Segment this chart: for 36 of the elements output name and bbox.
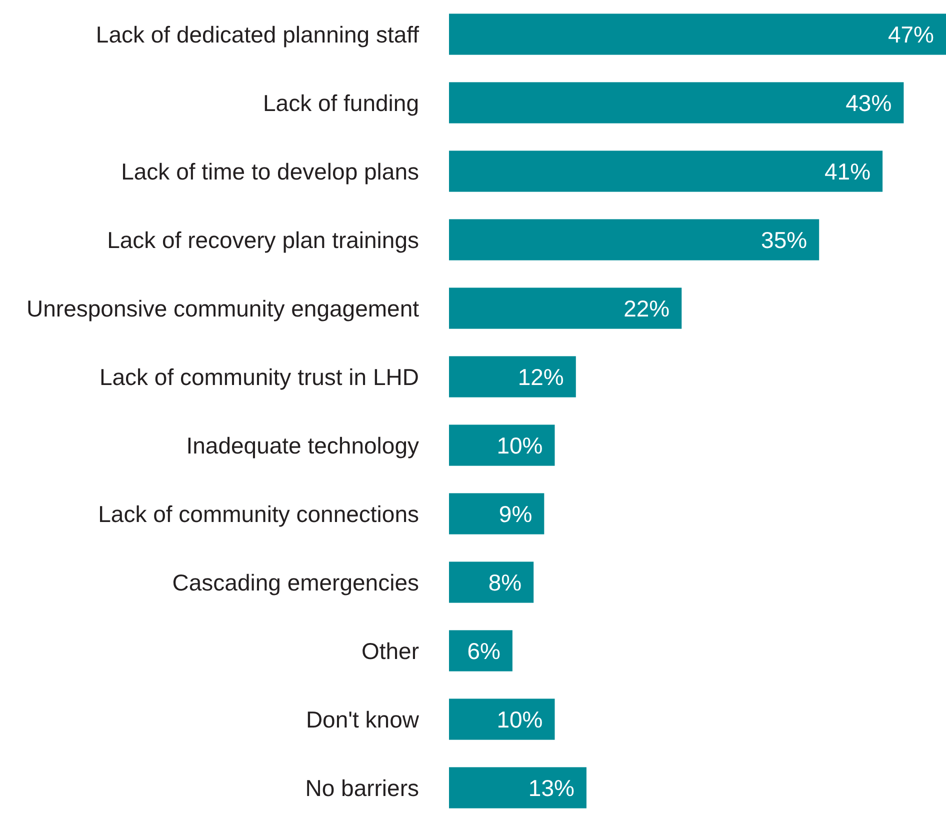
y-tick-label: Lack of recovery plan trainings (107, 226, 419, 253)
y-tick-label: Lack of community trust in LHD (99, 364, 419, 390)
bar (449, 150, 883, 192)
data-label: 43% (846, 90, 892, 116)
bar (449, 288, 682, 329)
bar (449, 698, 555, 740)
bar (449, 82, 904, 124)
data-label: 22% (624, 295, 670, 322)
data-label: 8% (488, 569, 522, 596)
data-label: 9% (498, 500, 532, 527)
y-tick-label: Don't know (306, 706, 420, 732)
data-label: 10% (496, 432, 543, 458)
y-tick-label: Other (361, 638, 420, 664)
y-tick-label: Cascading emergencies (172, 569, 419, 596)
data-label: 35% (761, 226, 808, 253)
data-label: 10% (496, 706, 543, 732)
y-tick-label: Lack of community connections (98, 500, 419, 527)
y-tick-label: No barriers (305, 774, 419, 801)
bar (449, 562, 534, 603)
bar (449, 493, 544, 534)
bar (449, 356, 576, 398)
y-tick-label: Inadequate technology (186, 432, 420, 458)
bar (449, 219, 820, 260)
y-tick-label: Unresponsive community engagement (26, 295, 420, 322)
bar (449, 14, 946, 55)
data-label: 41% (824, 158, 871, 184)
y-tick-label: Lack of time to develop plans (121, 158, 419, 184)
data-label: 12% (518, 364, 564, 390)
data-label: 13% (528, 774, 574, 801)
y-tick-label: Lack of funding (262, 90, 419, 116)
bar (449, 767, 586, 808)
data-label: 6% (467, 638, 500, 664)
y-tick-label: Lack of dedicated planning staff (96, 21, 420, 48)
bar (449, 630, 512, 672)
data-label: 47% (888, 21, 934, 48)
bar (449, 424, 555, 466)
